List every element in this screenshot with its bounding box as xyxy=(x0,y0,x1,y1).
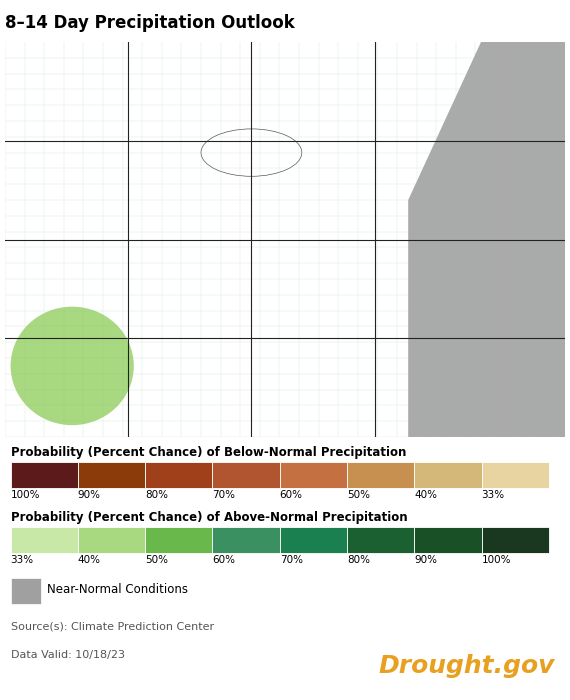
Bar xyxy=(280,527,347,554)
Text: 100%: 100% xyxy=(482,555,511,566)
Ellipse shape xyxy=(201,129,302,176)
Text: Data Valid: 10/18/23: Data Valid: 10/18/23 xyxy=(11,650,125,660)
Bar xyxy=(78,463,145,489)
Text: 40%: 40% xyxy=(78,555,101,566)
Text: 80%: 80% xyxy=(145,490,168,500)
Bar xyxy=(213,527,280,554)
Bar xyxy=(145,463,213,489)
Text: 90%: 90% xyxy=(78,490,101,500)
Text: 8–14 Day Precipitation Outlook: 8–14 Day Precipitation Outlook xyxy=(5,13,295,32)
Bar xyxy=(482,463,549,489)
Text: 100%: 100% xyxy=(11,490,40,500)
Bar xyxy=(482,527,549,554)
Text: 40%: 40% xyxy=(414,490,437,500)
Bar xyxy=(11,527,78,554)
Bar xyxy=(347,527,414,554)
Bar xyxy=(347,463,414,489)
Text: 80%: 80% xyxy=(347,555,370,566)
Text: 50%: 50% xyxy=(347,490,370,500)
Text: Probability (Percent Chance) of Above-Normal Precipitation: Probability (Percent Chance) of Above-No… xyxy=(11,511,407,524)
Text: 60%: 60% xyxy=(280,490,303,500)
Bar xyxy=(11,578,41,604)
Text: 33%: 33% xyxy=(482,490,504,500)
Text: Source(s): Climate Prediction Center: Source(s): Climate Prediction Center xyxy=(11,621,214,631)
Text: 70%: 70% xyxy=(213,490,235,500)
Text: Near-Normal Conditions: Near-Normal Conditions xyxy=(47,583,188,596)
Ellipse shape xyxy=(11,307,134,425)
Text: 50%: 50% xyxy=(145,555,168,566)
Text: 33%: 33% xyxy=(11,555,34,566)
Text: 90%: 90% xyxy=(414,555,437,566)
Bar xyxy=(11,463,78,489)
Text: 60%: 60% xyxy=(213,555,235,566)
Bar xyxy=(213,463,280,489)
Bar xyxy=(145,527,213,554)
Bar xyxy=(280,463,347,489)
Bar xyxy=(78,527,145,554)
Text: Drought.gov: Drought.gov xyxy=(378,654,555,678)
Polygon shape xyxy=(408,42,565,437)
Bar xyxy=(414,463,482,489)
Bar xyxy=(414,527,482,554)
Text: 70%: 70% xyxy=(280,555,303,566)
Text: Probability (Percent Chance) of Below-Normal Precipitation: Probability (Percent Chance) of Below-No… xyxy=(11,446,406,459)
